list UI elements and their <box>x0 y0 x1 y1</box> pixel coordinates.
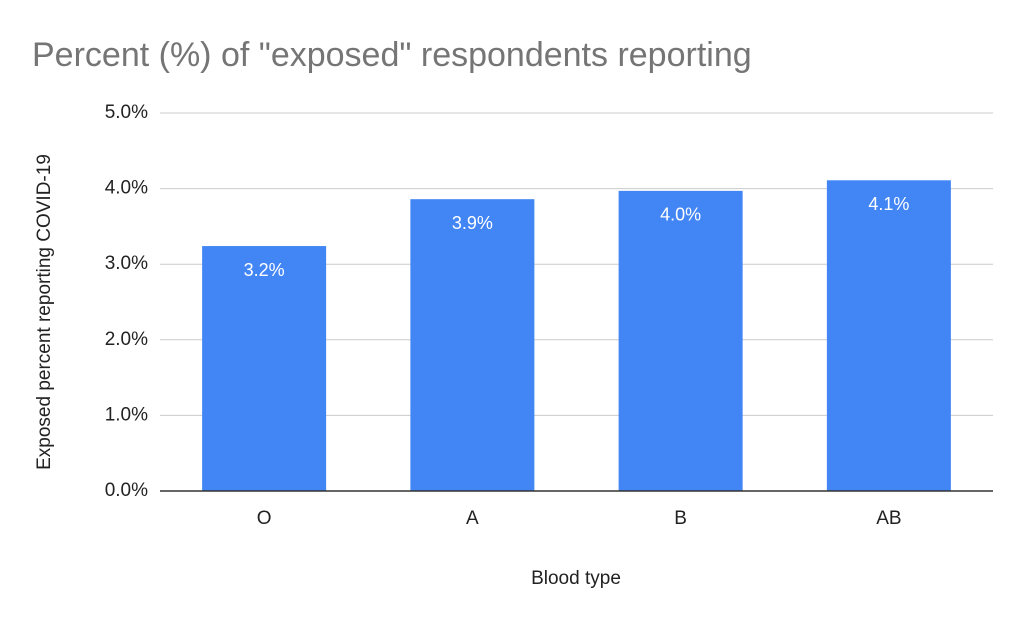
data-label: 3.2% <box>244 260 285 280</box>
y-tick-label: 3.0% <box>105 253 148 274</box>
x-tick-label: O <box>257 508 272 529</box>
x-axis-title: Blood type <box>531 568 621 589</box>
data-label: 4.1% <box>868 194 909 214</box>
bar <box>202 246 327 491</box>
x-tick-label: B <box>674 508 687 529</box>
bar <box>618 190 743 492</box>
y-axis-title: Exposed percent reporting COVID-19 <box>34 154 55 470</box>
y-tick-label: 4.0% <box>105 178 148 199</box>
data-label: 3.9% <box>452 213 493 233</box>
bar <box>410 199 535 491</box>
x-tick-label: AB <box>876 508 901 529</box>
y-tick-label: 2.0% <box>105 329 148 350</box>
y-tick-label: 5.0% <box>105 102 148 123</box>
bar <box>826 180 951 491</box>
y-tick-label: 1.0% <box>105 404 148 425</box>
y-tick-label: 0.0% <box>105 480 148 501</box>
data-label: 4.0% <box>660 205 701 225</box>
x-tick-label: A <box>466 508 479 529</box>
chart-title: Percent (%) of "exposed" respondents rep… <box>32 36 752 74</box>
